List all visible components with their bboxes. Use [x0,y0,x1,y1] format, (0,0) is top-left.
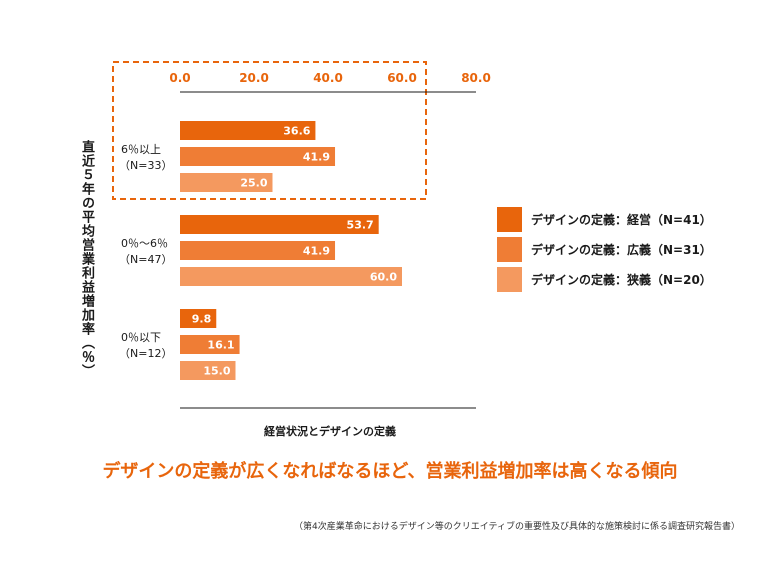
bar [180,215,379,234]
bar-value-label: 36.6 [283,125,310,138]
bar [180,121,316,140]
legend-label: デザインの定義：経営（N=41） [531,212,712,227]
x-tick-label: 60.0 [387,71,417,85]
category-n-label: （N=47） [119,253,172,266]
category-n-label: （N=33） [119,159,172,172]
legend-label: デザインの定義：狭義（N=20） [531,272,712,287]
highlight-box [112,61,427,200]
legend-swatch [497,207,522,232]
bar-value-label: 60.0 [370,271,397,284]
x-tick-label: 40.0 [313,71,343,85]
bar [180,147,336,166]
category-label: 0％以下 [121,331,161,344]
bar-value-label: 9.8 [192,313,212,326]
bar-value-label: 53.7 [347,219,374,232]
bar [180,335,240,354]
bar-value-label: 15.0 [203,365,230,378]
bar [180,361,236,380]
x-axis-label: 経営状況とデザインの定義 [264,425,396,438]
category-n-label: （N=12） [119,347,172,360]
category-label: 0％〜6％ [121,237,168,250]
legend-swatch [497,237,522,262]
y-axis-label: 直近５年の平均営業利益増加率（％） [79,140,94,378]
headline: デザインの定義が広くなればなるほど、営業利益増加率は高くなる傾向 [102,461,678,482]
bar-value-label: 41.9 [303,151,330,164]
source-note: （第4次産業革命におけるデザイン等のクリエイティブの重要性及び具体的な施策検討に… [293,522,740,532]
x-tick-label: 80.0 [461,71,491,85]
category-label: 6％以上 [121,143,161,156]
bar [180,173,273,192]
legend-swatch [497,267,522,292]
bar-value-label: 25.0 [240,177,267,190]
bar [180,241,336,260]
x-tick-label: 20.0 [239,71,269,85]
x-tick-label: 0.0 [169,71,190,85]
bar [180,267,402,286]
bar-value-label: 16.1 [207,339,234,352]
bar [180,309,217,328]
legend-label: デザインの定義：広義（N=31） [531,242,712,257]
bar-value-label: 41.9 [303,245,330,258]
